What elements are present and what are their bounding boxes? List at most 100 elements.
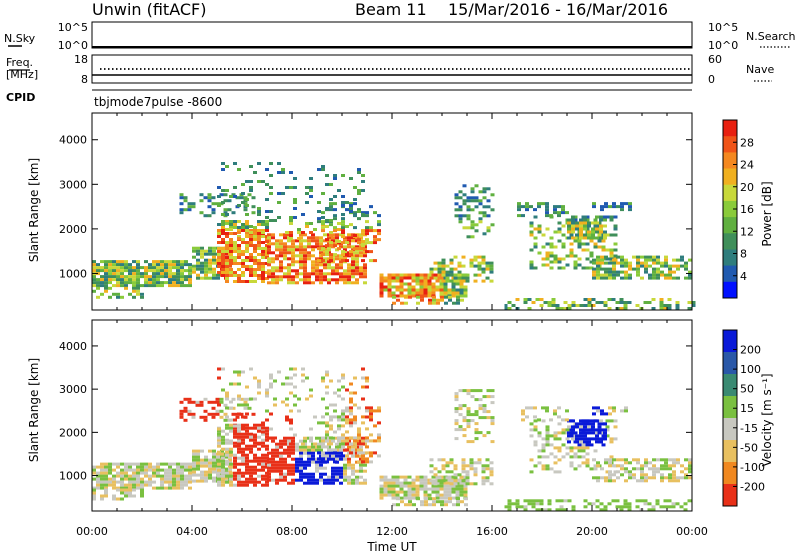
power-cell xyxy=(415,291,420,295)
velocity-cell xyxy=(208,449,212,453)
power-cell xyxy=(571,221,575,225)
velocity-cell xyxy=(333,448,337,452)
power-cell xyxy=(200,267,204,271)
power-cell xyxy=(221,253,225,256)
power-cell xyxy=(600,208,604,212)
power-cell xyxy=(459,294,464,298)
velocity-cell xyxy=(343,463,347,467)
power-cell xyxy=(253,247,257,250)
velocity-cell xyxy=(593,467,598,471)
velocity-cell xyxy=(307,454,311,458)
power-cell xyxy=(152,263,156,267)
velocity-cell xyxy=(223,418,228,422)
velocity-cell xyxy=(183,409,188,413)
power-cell xyxy=(465,273,470,277)
velocity-cell xyxy=(220,449,224,453)
power-cell xyxy=(399,279,404,283)
power-cell xyxy=(283,275,287,279)
power-cell xyxy=(120,266,124,270)
nsky-label: N.Sky xyxy=(4,32,36,45)
power-cell xyxy=(668,273,672,277)
power-cell xyxy=(383,276,388,280)
velocity-cell xyxy=(180,486,184,490)
velocity-cell xyxy=(470,419,475,423)
power-cell xyxy=(100,292,104,296)
power-cell xyxy=(466,217,471,221)
velocity-cell xyxy=(245,423,249,427)
power-cell xyxy=(355,263,359,267)
power-cell xyxy=(307,254,311,258)
velocity-cell xyxy=(399,496,404,500)
power-cell xyxy=(311,272,315,276)
velocity-cell xyxy=(217,444,221,448)
power-cell xyxy=(104,284,108,288)
velocity-cell xyxy=(233,418,237,422)
power-cell xyxy=(435,288,440,292)
power-cell xyxy=(172,278,176,282)
power-cell xyxy=(351,272,355,276)
power-cell xyxy=(607,298,612,301)
velocity-cell xyxy=(387,484,392,488)
power-cell xyxy=(664,264,668,268)
power-cell xyxy=(341,231,345,234)
power-cell xyxy=(217,241,221,244)
nave-label: Nave xyxy=(746,63,774,76)
power-cell xyxy=(283,236,287,240)
velocity-cell xyxy=(643,502,648,506)
velocity-cell xyxy=(208,476,212,480)
velocity-cell xyxy=(660,467,664,471)
velocity-cell xyxy=(289,376,293,380)
velocity-cell xyxy=(331,481,335,485)
velocity-cell xyxy=(285,403,289,407)
velocity-cell xyxy=(462,419,467,423)
power-cell xyxy=(433,273,438,277)
velocity-cell xyxy=(243,415,248,419)
power-cell xyxy=(433,276,438,280)
power-cell xyxy=(341,201,345,204)
velocity-cell xyxy=(253,459,257,463)
velocity-ylabel: Slant Range [km] xyxy=(27,358,41,462)
velocity-cell xyxy=(577,446,582,450)
velocity-cell xyxy=(267,451,271,455)
velocity-cell xyxy=(608,406,612,410)
velocity-cell xyxy=(233,459,237,463)
power-cell xyxy=(353,202,357,206)
velocity-colorbar-tick-label: -100 xyxy=(740,461,765,474)
power-cell xyxy=(112,275,116,279)
power-cell xyxy=(229,247,233,250)
velocity-cell xyxy=(204,455,208,459)
velocity-cell xyxy=(565,446,570,450)
power-cell xyxy=(365,250,369,254)
velocity-cell xyxy=(373,409,377,413)
velocity-cell xyxy=(533,440,538,444)
velocity-cell xyxy=(349,424,353,428)
power-cell xyxy=(411,288,416,292)
power-cell xyxy=(533,208,537,212)
power-cell xyxy=(341,195,345,198)
velocity-cell xyxy=(221,367,225,371)
power-cell xyxy=(604,261,608,265)
power-cell xyxy=(463,291,468,295)
velocity-cell xyxy=(573,446,578,450)
velocity-cell xyxy=(373,451,377,455)
velocity-cell xyxy=(233,444,237,448)
power-colorbar-swatch xyxy=(723,281,737,299)
power-cell xyxy=(225,265,229,268)
power-cell xyxy=(419,276,424,280)
velocity-cell xyxy=(188,471,192,475)
power-cell xyxy=(160,263,164,267)
velocity-cell xyxy=(335,469,339,473)
velocity-cell xyxy=(237,423,241,427)
power-cell xyxy=(567,307,572,310)
velocity-cell xyxy=(664,461,668,465)
velocity-colorbar-swatch xyxy=(723,440,737,463)
power-cell xyxy=(299,254,303,258)
power-cell xyxy=(116,269,120,273)
power-cell xyxy=(433,267,438,271)
velocity-cell xyxy=(565,418,569,422)
power-cell xyxy=(628,205,632,209)
power-cell xyxy=(279,248,283,252)
velocity-cell xyxy=(325,370,329,374)
power-cell xyxy=(557,211,561,215)
power-cell xyxy=(261,256,265,259)
